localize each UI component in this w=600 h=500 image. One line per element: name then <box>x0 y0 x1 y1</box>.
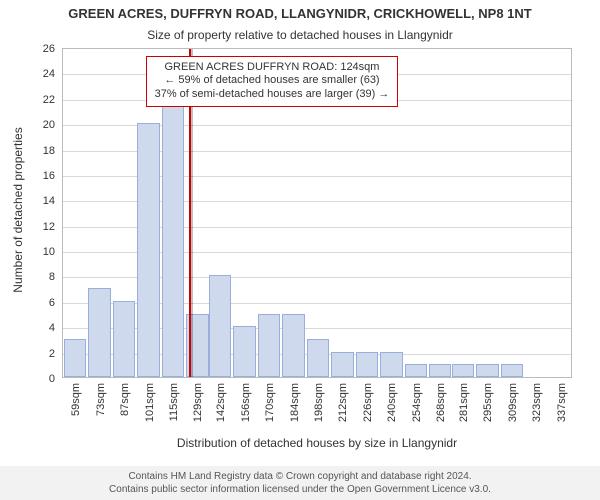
x-axis-label: Distribution of detached houses by size … <box>62 436 572 450</box>
y-tick-label: 4 <box>49 322 63 334</box>
histogram-bar <box>501 364 523 377</box>
x-tick-label: 268sqm <box>433 383 447 422</box>
x-tick-label: 73sqm <box>93 383 107 416</box>
x-tick-label: 226sqm <box>360 383 374 422</box>
x-tick-label: 170sqm <box>262 383 276 422</box>
histogram-bar <box>282 314 304 377</box>
x-tick-label: 59sqm <box>68 383 82 416</box>
y-tick-label: 24 <box>43 68 63 80</box>
chart-container: { "title": "GREEN ACRES, DUFFRYN ROAD, L… <box>0 0 600 500</box>
histogram-bar <box>64 339 86 377</box>
x-tick-label: 254sqm <box>409 383 423 422</box>
x-tick-label: 212sqm <box>335 383 349 422</box>
y-tick-label: 26 <box>43 43 63 55</box>
histogram-bar <box>209 275 231 377</box>
y-tick-label: 6 <box>49 297 63 309</box>
y-tick-label: 12 <box>43 221 63 233</box>
x-tick-label: 309sqm <box>505 383 519 422</box>
x-tick-label: 115sqm <box>166 383 180 421</box>
attribution-footer: Contains HM Land Registry data © Crown c… <box>0 466 600 500</box>
x-tick-label: 337sqm <box>554 383 568 422</box>
x-tick-label: 198sqm <box>311 383 325 422</box>
y-tick-label: 14 <box>43 195 63 207</box>
x-tick-label: 281sqm <box>456 383 470 422</box>
annotation-box: GREEN ACRES DUFFRYN ROAD: 124sqm← 59% of… <box>146 56 399 107</box>
y-tick-label: 10 <box>43 246 63 258</box>
chart-title: GREEN ACRES, DUFFRYN ROAD, LLANGYNIDR, C… <box>0 6 600 21</box>
histogram-bar <box>356 352 378 377</box>
y-tick-label: 16 <box>43 170 63 182</box>
x-tick-label: 240sqm <box>384 383 398 422</box>
histogram-bar <box>405 364 427 377</box>
x-tick-label: 295sqm <box>480 383 494 422</box>
x-tick-label: 156sqm <box>238 383 252 422</box>
histogram-bar <box>137 123 159 377</box>
y-tick-label: 0 <box>49 373 63 385</box>
annotation-line: ← 59% of detached houses are smaller (63… <box>155 74 390 88</box>
annotation-line: GREEN ACRES DUFFRYN ROAD: 124sqm <box>155 61 390 75</box>
histogram-bar <box>476 364 498 377</box>
y-tick-label: 2 <box>49 348 63 360</box>
x-tick-label: 87sqm <box>117 383 131 416</box>
y-tick-label: 8 <box>49 271 63 283</box>
histogram-bar <box>452 364 474 377</box>
annotation-line: 37% of semi-detached houses are larger (… <box>155 88 390 102</box>
histogram-bar <box>88 288 110 377</box>
histogram-bar <box>233 326 255 377</box>
footer-line: Contains public sector information licen… <box>0 483 600 496</box>
y-tick-label: 20 <box>43 119 63 131</box>
histogram-bar <box>380 352 402 377</box>
y-tick-label: 18 <box>43 145 63 157</box>
histogram-bar <box>331 352 353 377</box>
x-tick-label: 142sqm <box>213 383 227 422</box>
x-tick-label: 129sqm <box>190 383 204 422</box>
x-tick-label: 323sqm <box>529 383 543 422</box>
y-axis-label: Number of detached properties <box>11 110 25 310</box>
x-tick-label: 101sqm <box>142 383 156 422</box>
chart-subtitle: Size of property relative to detached ho… <box>0 28 600 42</box>
histogram-bar <box>307 339 329 377</box>
histogram-bar <box>162 98 184 377</box>
plot-area: 0246810121416182022242659sqm73sqm87sqm10… <box>62 48 572 378</box>
histogram-bar <box>258 314 280 377</box>
footer-line: Contains HM Land Registry data © Crown c… <box>0 470 600 483</box>
histogram-bar <box>429 364 451 377</box>
y-tick-label: 22 <box>43 94 63 106</box>
x-tick-label: 184sqm <box>287 383 301 422</box>
histogram-bar <box>113 301 135 377</box>
